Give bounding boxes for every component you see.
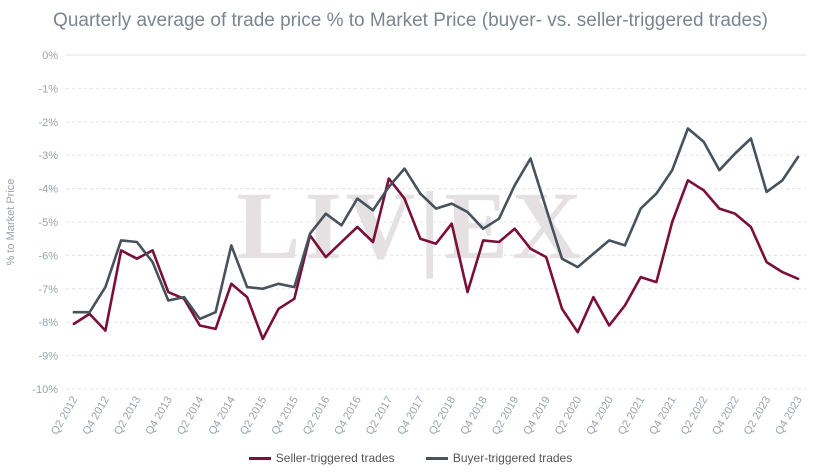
- x-tick-label: Q4 2020: [584, 395, 615, 438]
- y-tick-label: -1%: [38, 83, 58, 95]
- x-tick-label: Q4 2018: [458, 394, 489, 437]
- x-tick-label: Q2 2017: [364, 395, 395, 438]
- x-tick-label: Q2 2013: [112, 395, 143, 438]
- y-tick-label: -3%: [38, 150, 58, 162]
- legend-swatch-seller: [248, 457, 271, 461]
- x-tick-label: Q2 2022: [679, 395, 710, 438]
- legend-label-buyer: Buyer-triggered trades: [452, 451, 573, 465]
- legend-item-seller[interactable]: Seller-triggered trades: [248, 451, 395, 465]
- x-tick-label: Q2 2021: [616, 395, 647, 438]
- x-tick-label: Q2 2019: [490, 395, 521, 438]
- x-tick-label: Q4 2014: [206, 395, 237, 438]
- legend-swatch-buyer: [425, 457, 448, 461]
- y-tick-label: -5%: [38, 217, 58, 229]
- y-tick-label: -2%: [38, 117, 58, 129]
- series-line-seller: [72, 177, 800, 341]
- y-tick-label: -8%: [38, 317, 58, 329]
- x-tick-label: Q2 2020: [553, 395, 584, 438]
- x-tick-label: Q2 2014: [175, 395, 206, 438]
- legend-label-seller: Seller-triggered trades: [275, 451, 395, 465]
- x-tick-label: Q2 2018: [427, 395, 458, 438]
- y-tick-label: -6%: [38, 250, 58, 262]
- x-tick-label: Q2 2012: [49, 395, 80, 438]
- y-tick-label: -9%: [38, 351, 58, 363]
- x-tick-label: Q2 2016: [301, 395, 332, 438]
- legend-item-buyer[interactable]: Buyer-triggered trades: [425, 451, 573, 465]
- y-tick-label: 0%: [42, 50, 58, 62]
- x-tick-label: Q4 2021: [647, 395, 678, 438]
- chart-title: Quarterly average of trade price % to Ma…: [53, 10, 768, 31]
- x-tick-label: Q4 2019: [521, 395, 552, 438]
- x-tick-label: Q2 2023: [742, 395, 773, 438]
- watermark-logo: LIV|EX: [236, 172, 585, 279]
- x-tick-label: Q4 2015: [269, 395, 300, 438]
- y-tick-label: -4%: [38, 184, 58, 196]
- y-axis-label: % to Market Price: [5, 179, 17, 266]
- x-tick-label: Q4 2016: [332, 395, 363, 438]
- x-tick-label: Q2 2015: [238, 395, 269, 438]
- x-tick-label: Q4 2017: [395, 395, 426, 438]
- legend: Seller-triggered trades Buyer-triggered …: [0, 451, 821, 465]
- y-tick-label: -7%: [38, 284, 58, 296]
- y-tick-label: -10%: [32, 384, 58, 396]
- x-tick-label: Q4 2012: [80, 395, 111, 438]
- x-tick-label: Q4 2022: [710, 395, 741, 438]
- x-tick-label: Q4 2013: [143, 395, 174, 438]
- x-tick-label: Q4 2023: [773, 395, 804, 438]
- series-line-buyer: [72, 127, 800, 321]
